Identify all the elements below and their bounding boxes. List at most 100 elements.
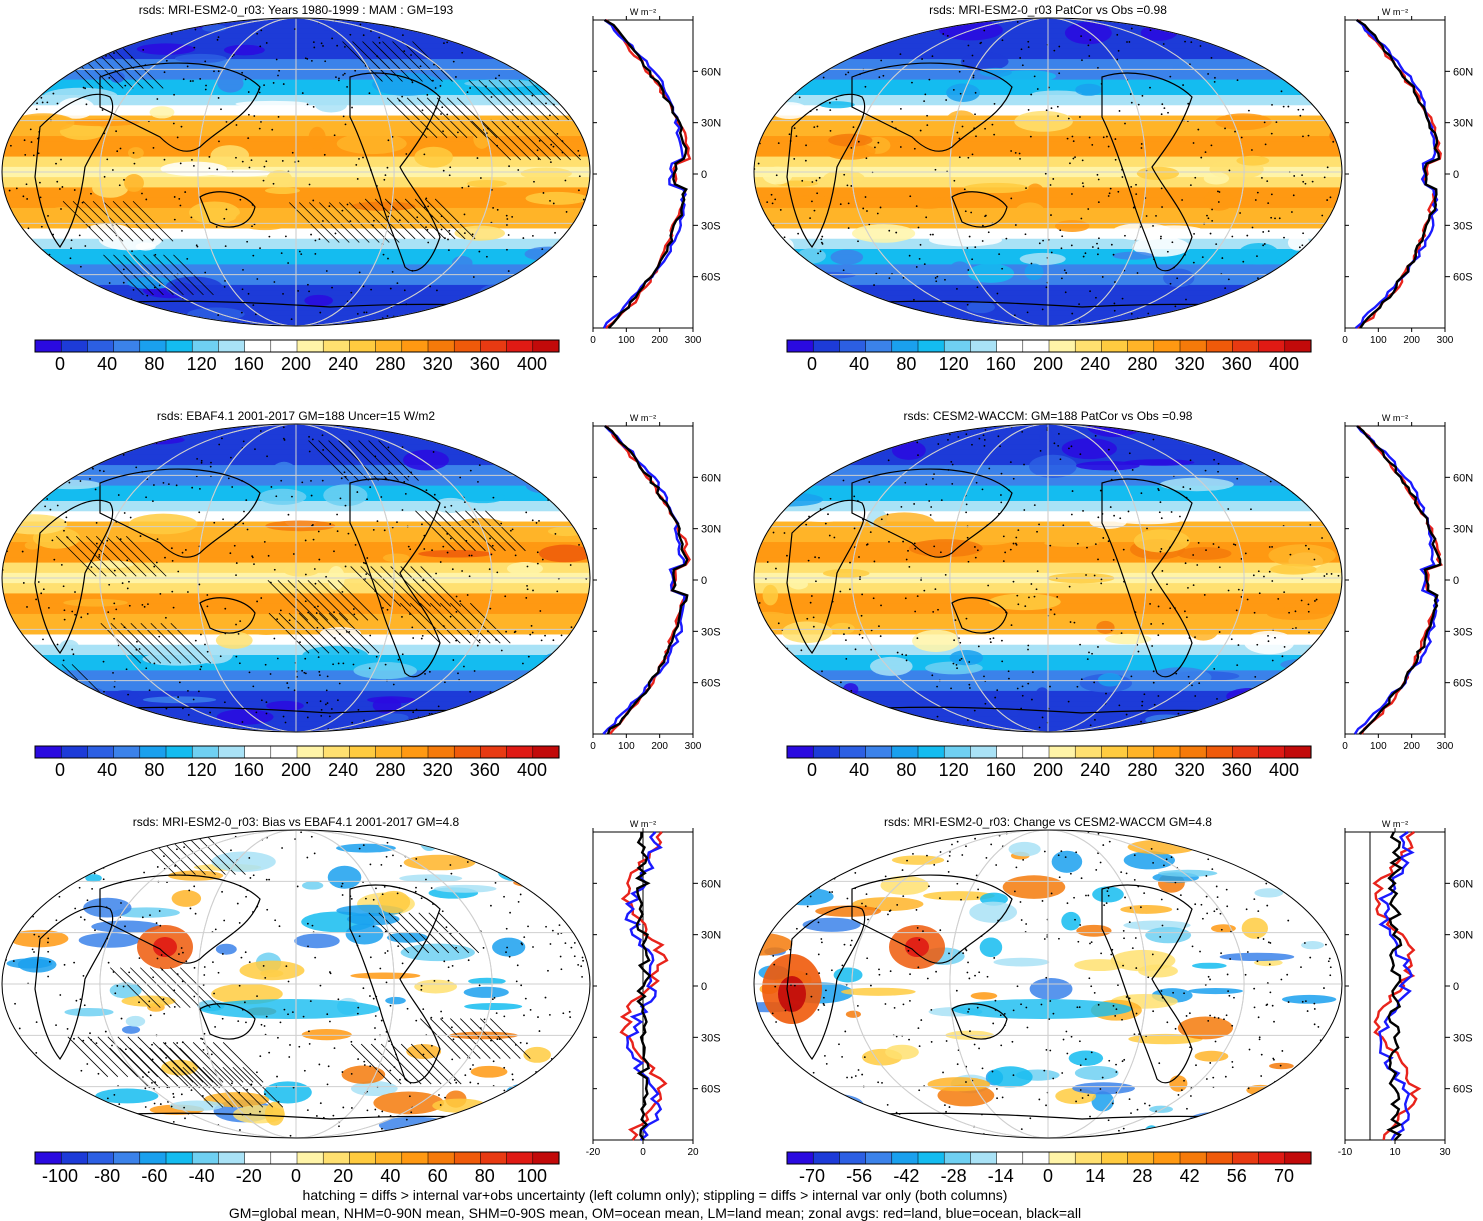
latitude-label: 30S (1453, 1032, 1473, 1044)
colorbar (786, 339, 1312, 353)
colorbar-tick-label: 240 (1080, 760, 1111, 780)
colorbar-tick-label: 0 (54, 354, 66, 374)
panel-2: rsds: MRI-ESM2-0_r03 PatCor vs Obs =0.98… (752, 0, 1483, 400)
latitude-label: 30S (701, 626, 721, 638)
colorbar-tick-label: 400 (1268, 354, 1300, 374)
colorbar (786, 1151, 1312, 1165)
latitude-label: 0 (701, 575, 707, 587)
latitude-label: 60S (701, 678, 721, 690)
colorbar-labels: 0 40 80 120 160 200 240 280 320 360 400 (786, 354, 1310, 376)
zonal-units-label: W m⁻² (630, 413, 656, 423)
colorbar-tick-label: 320 (422, 354, 453, 374)
zonal-average-plot: W m⁻² 60N 30N 0 30S 60S 0 100 200 300 (590, 7, 721, 345)
zonal-x-tick-label: 0 (1342, 335, 1348, 345)
latitude-label: 60S (701, 1084, 721, 1096)
latitude-label: 60S (1453, 272, 1473, 284)
zonal-x-tick-label: 300 (685, 335, 702, 345)
zonal-units-label: W m⁻² (630, 819, 656, 829)
colorbar-tick-label: 80 (896, 760, 917, 780)
colorbar (34, 745, 560, 759)
panel-5: rsds: MRI-ESM2-0_r03: Bias vs EBAF4.1 20… (0, 812, 740, 1212)
colorbar-tick-label: 70 (1273, 1166, 1295, 1186)
colorbar-tick-label: -60 (141, 1166, 168, 1186)
colorbar-tick-label: 200 (1032, 760, 1064, 780)
panel-title: rsds: MRI-ESM2-0_r03: Bias vs EBAF4.1 20… (132, 815, 460, 829)
colorbar-tick-label: 100 (516, 1166, 548, 1186)
colorbar-tick-label: -42 (893, 1166, 920, 1186)
colorbar-labels: 0 40 80 120 160 200 240 280 320 360 400 (786, 760, 1310, 782)
zonal-average-plot: W m⁻² 60N 30N 0 30S 60S 0 100 200 300 (1342, 413, 1473, 751)
latitude-label: 60N (701, 66, 721, 78)
colorbar-tick-label: -20 (235, 1166, 262, 1186)
colorbar (34, 1151, 560, 1165)
colorbar-tick-label: 40 (97, 760, 118, 780)
colorbar-labels: -100 -80 -60 -40 -20 0 20 40 60 80 100 (34, 1166, 558, 1188)
latitude-label: 0 (1453, 169, 1459, 181)
zonal-x-tick-label: 30 (1439, 1147, 1451, 1157)
latitude-label: 60N (701, 472, 721, 484)
colorbar-tick-label: 40 (849, 760, 870, 780)
colorbar-tick-label: 20 (333, 1166, 354, 1186)
colorbar-tick-label: 0 (1042, 1166, 1054, 1186)
latitude-label: 30S (701, 1032, 721, 1044)
zonal-units-label: W m⁻² (1382, 819, 1408, 829)
colorbar-tick-label: 120 (186, 354, 217, 374)
panel-6: rsds: MRI-ESM2-0_r03: Change vs CESM2-WA… (752, 812, 1483, 1212)
zonal-average-plot: W m⁻² 60N 30N 0 30S 60S 0 100 200 300 (1342, 7, 1473, 345)
latitude-label: 30S (1453, 220, 1473, 232)
colorbar-tick-label: 400 (1268, 760, 1300, 780)
colorbar-tick-label: 120 (938, 760, 969, 780)
latitude-label: 60N (1453, 66, 1473, 78)
zonal-x-tick-label: 200 (651, 741, 668, 751)
colorbar-tick-label: 280 (375, 354, 406, 374)
world-map (1, 17, 591, 327)
colorbar-tick-label: 80 (144, 354, 165, 374)
zonal-x-tick-label: 20 (687, 1147, 699, 1157)
colorbar-tick-label: 40 (849, 354, 870, 374)
zonal-x-tick-label: 300 (685, 741, 702, 751)
panel-title: rsds: MRI-ESM2-0_r03: Years 1980-1999 : … (138, 3, 454, 17)
panel-title: rsds: MRI-ESM2-0_r03 PatCor vs Obs =0.98 (929, 3, 1167, 17)
colorbar (34, 339, 560, 353)
panel-title: rsds: MRI-ESM2-0_r03: Change vs CESM2-WA… (884, 815, 1212, 829)
colorbar-tick-label: 80 (896, 354, 917, 374)
colorbar-tick-label: 160 (233, 354, 264, 374)
zonal-x-tick-label: -20 (586, 1147, 601, 1157)
colorbar-tick-label: 0 (290, 1166, 302, 1186)
zonal-x-tick-label: 0 (590, 335, 596, 345)
zonal-x-tick-label: 0 (640, 1147, 646, 1157)
colorbar (786, 745, 1312, 759)
colorbar-tick-label: 200 (1032, 354, 1064, 374)
latitude-label: 30N (701, 118, 721, 130)
zonal-x-tick-label: 300 (1437, 335, 1454, 345)
colorbar-tick-label: 0 (806, 760, 818, 780)
colorbar-tick-label: 240 (328, 354, 359, 374)
latitude-label: 30N (1453, 524, 1473, 536)
colorbar-tick-label: 360 (1221, 760, 1252, 780)
colorbar-tick-label: 360 (1221, 354, 1252, 374)
colorbar-tick-label: 280 (375, 760, 406, 780)
colorbar-tick-label: 160 (233, 760, 264, 780)
latitude-label: 30S (1453, 626, 1473, 638)
world-map (1, 423, 591, 733)
colorbar-tick-label: 0 (806, 354, 818, 374)
latitude-label: 60S (701, 272, 721, 284)
latitude-label: 60S (1453, 678, 1473, 690)
colorbar-tick-label: -56 (846, 1166, 873, 1186)
colorbar-tick-label: 320 (422, 760, 453, 780)
latitude-label: 30N (701, 930, 721, 942)
zonal-x-tick-label: 300 (1437, 741, 1454, 751)
colorbar-tick-label: 320 (1174, 760, 1205, 780)
latitude-label: 60S (1453, 1084, 1473, 1096)
zonal-x-tick-label: -10 (1338, 1147, 1353, 1157)
colorbar-tick-label: 360 (469, 354, 500, 374)
zonal-x-tick-label: 200 (1403, 335, 1420, 345)
footer-line-2: GM=global mean, NHM=0-90N mean, SHM=0-90… (228, 1205, 1082, 1221)
latitude-label: 0 (1453, 981, 1459, 993)
colorbar-tick-label: 120 (938, 354, 969, 374)
zonal-x-tick-label: 10 (1389, 1147, 1401, 1157)
world-map (753, 829, 1343, 1139)
colorbar-tick-label: 280 (1127, 354, 1158, 374)
latitude-label: 30N (701, 524, 721, 536)
colorbar-tick-label: 240 (328, 760, 359, 780)
